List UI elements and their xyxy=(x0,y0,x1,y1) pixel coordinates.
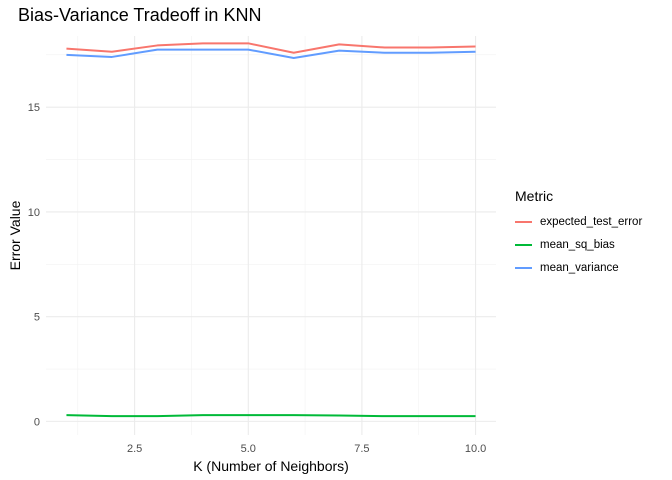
y-tick-label: 10 xyxy=(28,207,40,219)
legend-key xyxy=(515,220,532,223)
x-axis-title: K (Number of Neighbors) xyxy=(193,458,349,474)
legend-label: expected_test_error xyxy=(540,215,643,228)
legend-items: expected_test_error mean_sq_bias mean_vari… xyxy=(515,210,642,279)
series-line-expected_test_error xyxy=(66,42,476,54)
y-axis-ticks: 0 5 10 15 xyxy=(28,102,40,428)
series-line-mean_variance xyxy=(66,48,476,59)
legend-item-expected_test_error: expected_test_error xyxy=(515,210,642,233)
y-tick-label: 0 xyxy=(34,416,40,428)
y-axis-title: Error Value xyxy=(7,200,23,270)
x-tick-label: 5.0 xyxy=(241,443,256,455)
x-axis-ticks: 2.5 5.0 7.5 10.0 xyxy=(127,443,486,455)
x-tick-label: 7.5 xyxy=(354,443,369,455)
y-tick-label: 15 xyxy=(28,102,40,114)
chart-title: Bias-Variance Tradeoff in KNN xyxy=(18,5,262,25)
major-gridlines xyxy=(46,36,496,435)
x-tick-label: 2.5 xyxy=(127,443,142,455)
legend-item-mean_variance: mean_variance xyxy=(515,256,642,279)
series-lines xyxy=(66,42,476,418)
legend-label: mean_sq_bias xyxy=(540,238,615,251)
legend-title: Metric xyxy=(515,188,554,204)
x-tick-label: 10.0 xyxy=(465,443,486,455)
legend-label: mean_variance xyxy=(540,261,619,274)
series-line-mean_sq_bias xyxy=(66,414,476,418)
legend-key xyxy=(515,243,532,246)
y-tick-label: 5 xyxy=(34,312,40,324)
legend-key xyxy=(515,266,532,269)
minor-gridlines xyxy=(46,36,496,435)
legend-item-mean_sq_bias: mean_sq_bias xyxy=(515,233,642,256)
